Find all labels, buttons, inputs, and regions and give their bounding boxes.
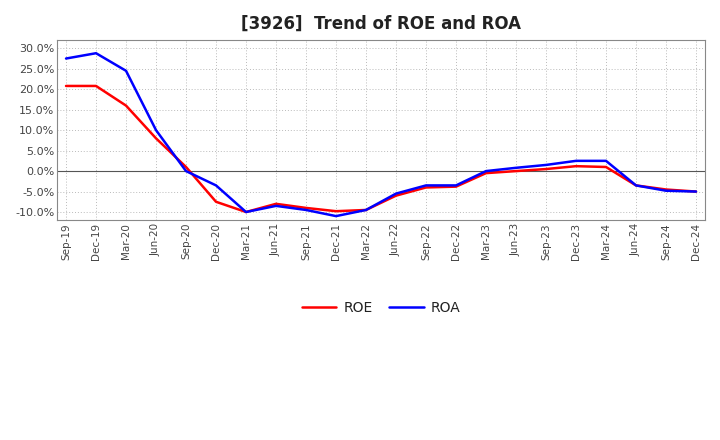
ROE [91,83,100,88]
ROA [631,183,640,188]
ROA [482,169,490,174]
ROA [302,207,310,213]
ROA [242,209,251,215]
ROA [541,162,550,168]
Line: ROE: ROE [66,86,696,212]
ROA [392,191,400,196]
ROA [332,213,341,219]
ROA [361,207,370,213]
ROA [271,203,280,209]
ROE [602,165,611,170]
ROE [572,164,580,169]
ROE [302,205,310,211]
ROA [692,189,701,194]
ROE [332,209,341,214]
ROA [451,183,460,188]
ROE [392,193,400,198]
Line: ROA: ROA [66,53,696,216]
ROE [631,183,640,188]
ROA [122,68,130,73]
ROA [422,183,431,188]
ROE [212,199,220,205]
ROA [572,158,580,164]
ROE [242,209,251,215]
ROA [662,188,670,193]
ROE [62,83,71,88]
ROA [602,158,611,164]
ROE [541,166,550,172]
ROE [122,103,130,108]
Legend: ROE, ROA: ROE, ROA [296,296,466,321]
ROE [422,185,431,190]
ROE [512,169,521,174]
ROA [212,183,220,188]
ROE [181,165,190,170]
ROA [152,128,161,133]
ROE [152,136,161,141]
Title: [3926]  Trend of ROE and ROA: [3926] Trend of ROE and ROA [241,15,521,33]
ROA [181,169,190,174]
ROA [62,56,71,61]
ROA [91,51,100,56]
ROE [482,170,490,176]
ROE [361,207,370,213]
ROE [662,187,670,192]
ROE [451,184,460,189]
ROE [271,201,280,206]
ROE [692,189,701,194]
ROA [512,165,521,170]
